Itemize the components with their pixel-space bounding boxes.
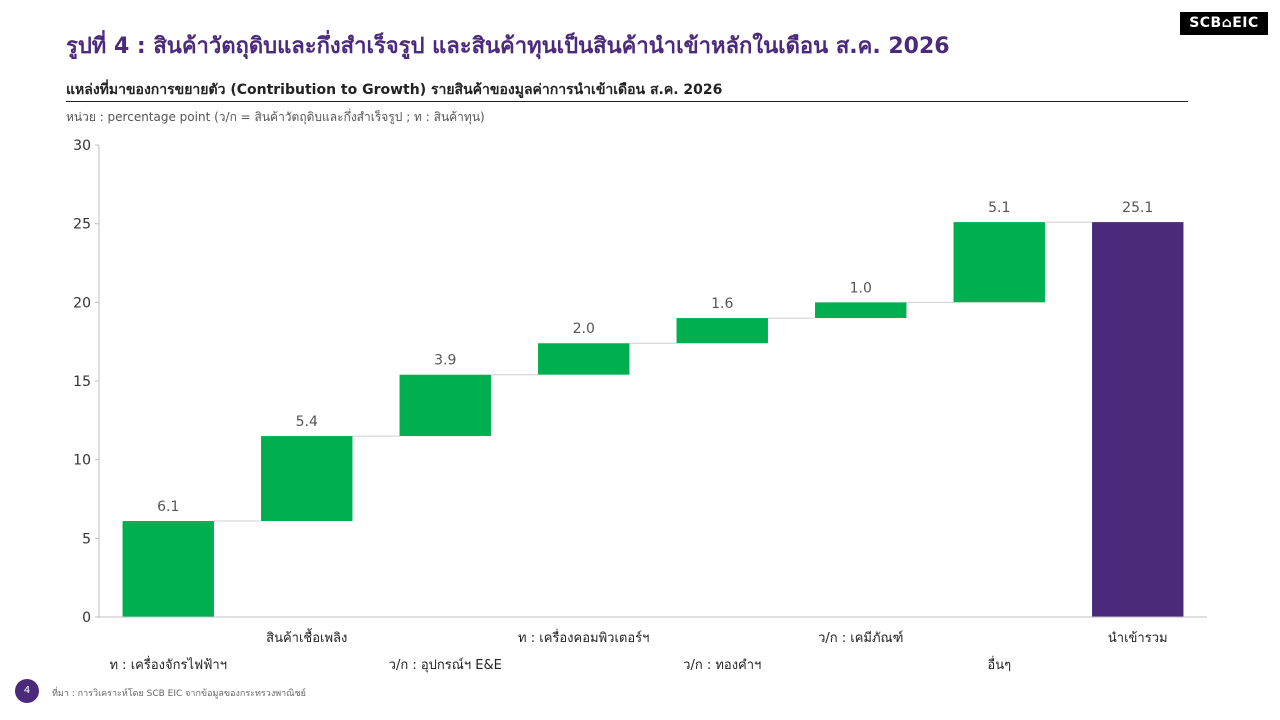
- y-tick-label: 25: [73, 217, 91, 233]
- x-category-label: ท : เครื่องจักรไฟฟ้าฯ: [109, 656, 227, 673]
- source-note: ที่มา : การวิเคราะห์โดย SCB EIC จากข้อมู…: [52, 689, 306, 699]
- bar-increment: [122, 521, 214, 617]
- y-tick-label: 30: [73, 138, 91, 154]
- value-label: 1.0: [850, 280, 872, 296]
- x-axis: ท : เครื่องจักรไฟฟ้าฯสินค้าเชื้อเพลิงว/ก…: [99, 616, 1207, 673]
- y-tick-label: 15: [73, 374, 91, 390]
- bars: [122, 222, 1184, 618]
- x-category-label: ท : เครื่องคอมพิวเตอร์ฯ: [518, 629, 649, 646]
- x-category-label: ว/ก : เคมีภัณฑ์: [818, 630, 903, 646]
- x-category-label: ว/ก : อุปกรณ์ฯ E&E: [389, 657, 502, 673]
- x-category-label: ว/ก : ทองคำฯ: [683, 658, 761, 673]
- value-label: 6.1: [157, 499, 179, 515]
- scb-eic-logo: SCB⌂EIC: [1180, 12, 1268, 35]
- x-category-label: นำเข้ารวม: [1108, 631, 1168, 646]
- x-category-label: อื่นๆ: [987, 656, 1011, 673]
- bar-increment: [538, 343, 630, 375]
- x-category-label: สินค้าเชื้อเพลิง: [266, 628, 347, 646]
- value-label: 5.4: [296, 414, 318, 430]
- value-label: 1.6: [711, 296, 733, 312]
- unit-note: หน่วย : percentage point (ว/ก = สินค้าวั…: [66, 110, 485, 124]
- bar-total: [1092, 222, 1184, 618]
- chart-subtitle: แหล่งที่มาของการขยายตัว (Contribution to…: [66, 82, 723, 98]
- value-label: 25.1: [1122, 200, 1153, 216]
- connector-lines: [213, 221, 1093, 522]
- bar-increment: [815, 302, 907, 319]
- page-title: รูปที่ 4 : สินค้าวัตถุดิบและกึ่งสำเร็จรู…: [66, 34, 950, 59]
- bar-increment: [676, 318, 768, 344]
- page-number-badge: 4: [15, 679, 39, 703]
- y-tick-label: 0: [82, 610, 91, 626]
- y-axis: 0 5 10 15 20 25 30: [73, 138, 100, 626]
- y-tick-label: 5: [82, 531, 91, 547]
- bar-increment: [953, 222, 1045, 303]
- value-label: 3.9: [434, 353, 456, 369]
- y-tick-label: 20: [73, 295, 91, 311]
- y-tick-label: 10: [73, 453, 91, 469]
- bar-increment: [261, 436, 353, 522]
- bar-increment: [399, 374, 491, 437]
- value-label: 2.0: [573, 321, 595, 337]
- value-label: 5.1: [988, 200, 1010, 216]
- value-labels: 6.1 5.4 3.9 2.0 1.6 1.0 5.1 25.1: [157, 200, 1153, 515]
- header-divider: [66, 101, 1188, 102]
